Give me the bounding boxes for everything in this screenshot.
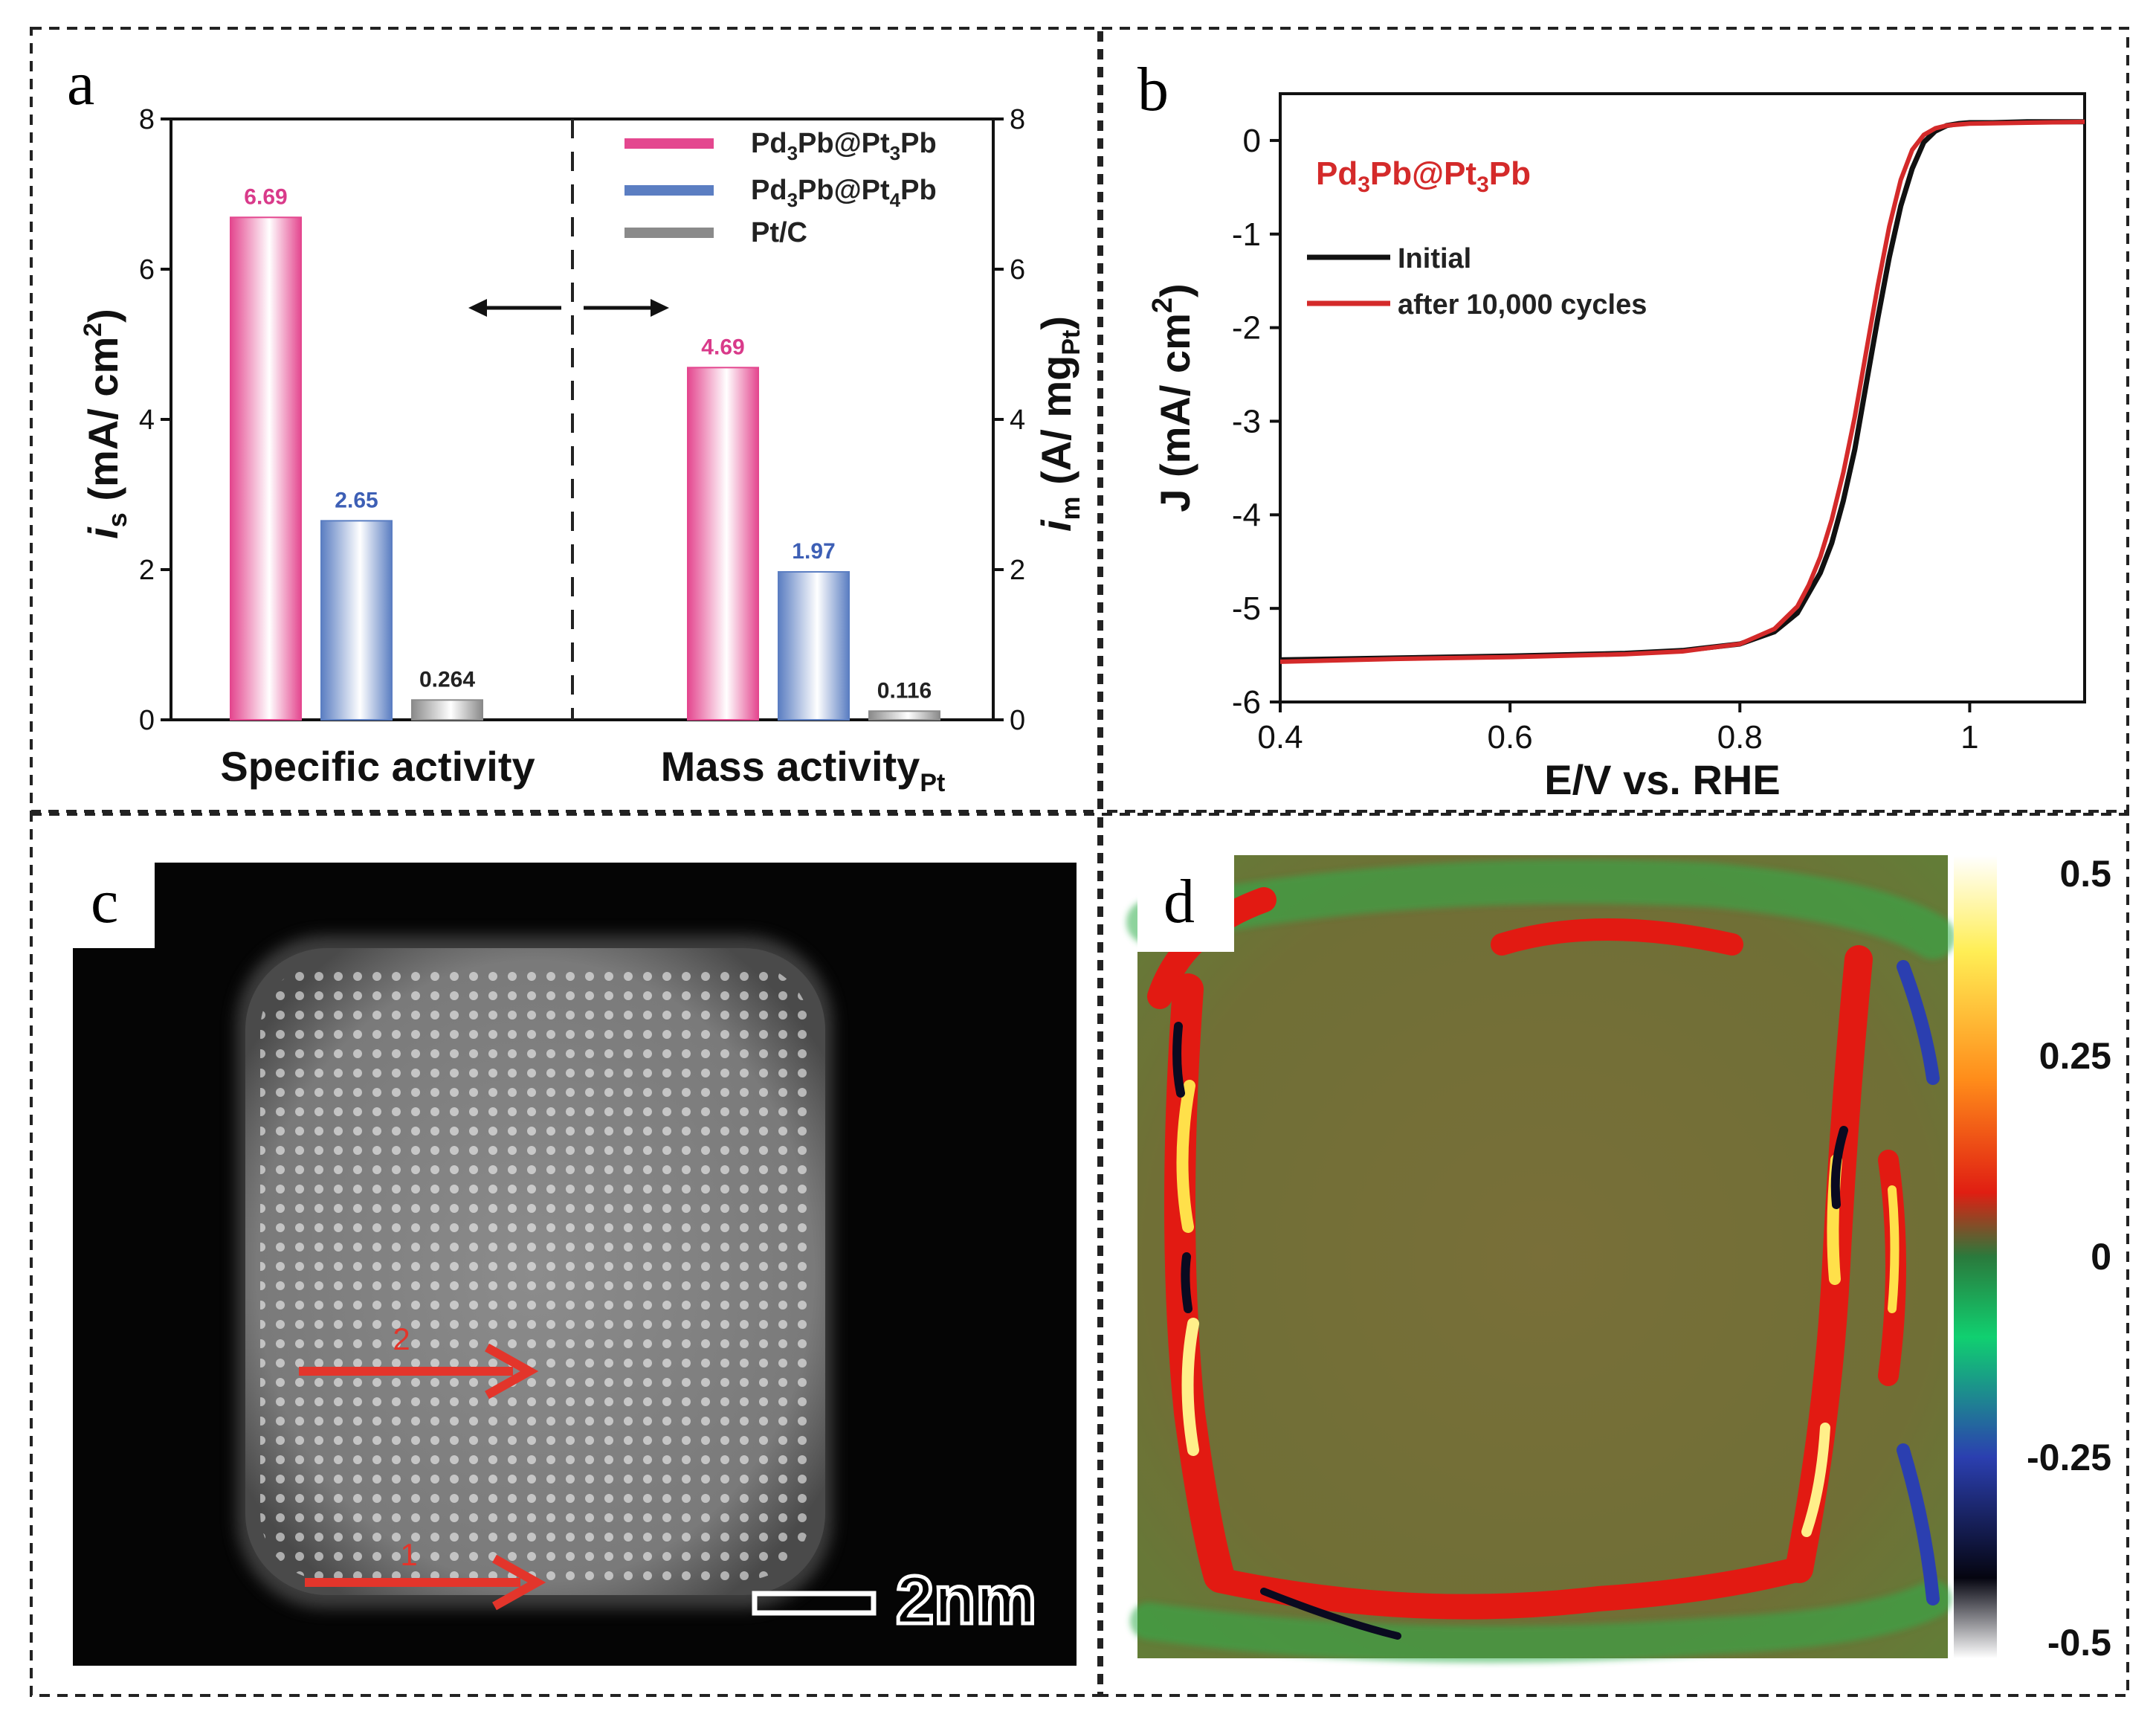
panel-frames [30,27,2129,1697]
group-label-specific: Specific activity [220,743,535,790]
right-tick-label: 8 [1010,104,1025,135]
panel-letter-d: d [1163,867,1195,936]
legend-label-initial: Initial [1398,243,1471,274]
left-axis-title: is (mA/ cm2) [79,309,132,539]
right-tick-label: 6 [1010,254,1025,286]
scale-bar [752,1591,877,1616]
panel-letter-c: c [91,867,118,936]
panel-letter-c-box [73,863,155,948]
panel-letter-a: a [67,49,94,118]
arrow-left [468,299,561,317]
panel-letter-b: b [1137,55,1169,124]
arrow-2: 2 [299,1321,539,1399]
bar-pd3pb-pt4pb-1 [778,571,850,721]
curve-initial [1280,119,2085,663]
y-tick-label: -4 [1232,497,1261,533]
bar-pt-c-0 [411,699,483,721]
bar-value-label: 0.264 [419,667,475,692]
group-label-mass: Mass activityPt [661,743,946,797]
colorbar-tick-label: 0.25 [2039,1035,2111,1077]
bar-value-label: 6.69 [244,184,287,209]
y-tick-label: -5 [1232,590,1261,627]
left-tick-label: 8 [139,104,155,135]
y-tick-label: -6 [1232,684,1261,721]
left-axis-ticks: 0 2 4 6 8 [139,104,171,736]
colorbar-ticks: 0.5 0.25 0 -0.25 -0.5 [2027,853,2111,1663]
arrow-1-label: 1 [400,1537,417,1572]
bar-pt-c-1 [868,710,940,721]
arrow-2-label: 2 [393,1321,410,1356]
arrow-1: 1 [305,1537,546,1611]
right-axis-ticks: 0 2 4 6 8 [993,104,1025,736]
bar-pd3pb-pt3pb-0 [230,216,302,721]
bars: 6.69 4.69 2.65 1.97 0.264 0.116 [230,184,940,721]
legend-label: Pt/C [751,217,807,248]
axis-ticks-b: 0.4 0.6 0.8 1 0 -1 -2 -3 -4 -5 -6 [1232,123,1979,756]
scale-bar-label: 2nm [896,1562,1036,1638]
colorbar [1954,855,1997,1658]
x-tick-label: 0.6 [1488,719,1533,756]
bar-pd3pb-pt4pb-0 [320,520,393,721]
chart-b-title: Pd3Pb@Pt3Pb [1316,155,1531,197]
x-tick-label: 0.4 [1257,719,1303,756]
panel-b-line-chart: b 0.4 0.6 0.8 1 0 -1 -2 -3 -4 -5 -6 Pd3Pb@Pt3Pb In… [1137,55,2086,803]
y-tick-label: 0 [1243,123,1261,159]
bar-value-label: 2.65 [335,488,378,512]
panel-d-strain-map: d 0.5 0.25 0 -0.25 -0.5 [1126,853,2111,1663]
colorbar-tick-label: 0 [2091,1236,2111,1278]
legend-label-after: after 10,000 cycles [1398,289,1647,321]
atom-lattice [260,963,810,1580]
y-tick-label: -2 [1232,310,1261,347]
bar-pd3pb-pt3pb-1 [687,367,759,721]
curve-after-cycles [1280,119,2085,664]
x-tick-label: 1 [1960,719,1978,756]
bar-value-label: 1.97 [792,539,835,564]
panel-a-bar-chart: a 0 2 4 6 8 0 2 4 6 8 6.69 4.69 2.65 1.97 0.264 0.116… [67,49,1085,797]
colorbar-tick-label: -0.25 [2027,1437,2111,1478]
colorbar-tick-label: 0.5 [2059,853,2111,895]
bar-value-label: 0.116 [877,678,932,703]
legend-label: Pd3Pb@Pt3Pb [751,128,937,164]
right-tick-label: 4 [1010,405,1025,436]
panel-c-stem-image: c 2 1 2nm [73,863,1077,1666]
curves [1280,119,2085,664]
panel-letter-d-box [1137,855,1234,952]
x-tick-label: 0.8 [1717,719,1763,756]
left-tick-label: 4 [139,405,155,436]
left-tick-label: 0 [139,705,155,736]
plot-frame-b [1279,92,2086,703]
x-axis-title-b: E/V vs. RHE [1544,756,1780,803]
right-axis-title: im (A/ mgPt) [1033,316,1085,532]
bar-value-label: 4.69 [701,335,744,359]
left-tick-label: 6 [139,254,155,286]
arrow-right [584,299,669,317]
legend-label: Pd3Pb@Pt4Pb [751,175,937,211]
right-tick-label: 2 [1010,555,1025,586]
y-tick-label: -3 [1232,403,1261,439]
colorbar-tick-label: -0.5 [2047,1622,2111,1663]
strain-outer-fringe [1126,859,1955,1663]
right-tick-label: 0 [1010,705,1025,736]
legend-b: Initial after 10,000 cycles [1307,243,1647,321]
left-tick-label: 2 [139,555,155,586]
legend: Pd3Pb@Pt3Pb Pd3Pb@Pt4Pb Pt/C [624,128,937,248]
y-axis-title-b: J (mA/ cm2) [1147,283,1198,512]
y-tick-label: -1 [1232,216,1261,253]
